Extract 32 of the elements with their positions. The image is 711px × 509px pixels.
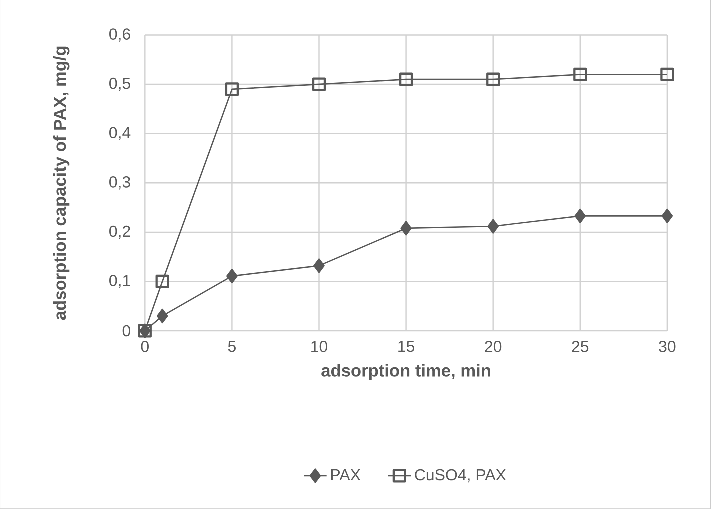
x-tick-label: 0 (141, 340, 149, 352)
x-tick-label: 30 (659, 340, 676, 352)
point (312, 78, 326, 92)
point (662, 208, 674, 224)
point (486, 72, 500, 86)
x-tick-label: 10 (312, 340, 328, 352)
x-tick-label: 5 (228, 340, 236, 352)
point (574, 208, 586, 224)
y-tick-label: 0,3 (110, 176, 130, 190)
point (314, 258, 325, 274)
y-tick-label: 0,6 (110, 28, 130, 42)
point (488, 219, 499, 234)
x-axis-title: adsorption time, min (322, 364, 490, 380)
point (400, 72, 414, 86)
point (574, 68, 588, 82)
point (660, 68, 674, 82)
y-tick-label: 0 (122, 325, 131, 337)
point (226, 268, 238, 284)
y-tick-label: 0,4 (110, 127, 131, 140)
y-axis-title: adsorption capacity of PAX, mg/g (53, 46, 70, 320)
point (156, 274, 170, 288)
legend-label: PAX (331, 469, 361, 480)
x-tick-label: 15 (398, 340, 415, 352)
y-tick-label: 0,2 (110, 226, 130, 239)
point (400, 221, 412, 236)
legend-label: CuSO4, PAX (415, 469, 506, 483)
x-tick-label: 25 (572, 340, 589, 352)
y-tick-label: 0,1 (110, 275, 130, 288)
point (225, 82, 239, 96)
x-tick-label: 20 (485, 340, 502, 352)
point (156, 308, 168, 324)
y-tick-label: 0,5 (110, 78, 130, 92)
